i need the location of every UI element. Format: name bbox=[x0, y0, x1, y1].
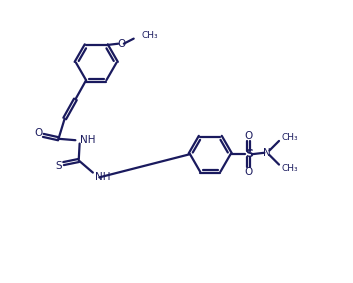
Text: S: S bbox=[245, 149, 253, 159]
Text: S: S bbox=[55, 161, 62, 171]
Text: O: O bbox=[34, 128, 42, 138]
Text: CH₃: CH₃ bbox=[281, 133, 298, 142]
Text: NH: NH bbox=[95, 172, 111, 182]
Text: O: O bbox=[245, 131, 253, 141]
Text: NH: NH bbox=[80, 135, 95, 145]
Text: O: O bbox=[245, 168, 253, 177]
Text: CH₃: CH₃ bbox=[281, 164, 298, 173]
Text: CH₃: CH₃ bbox=[141, 31, 158, 40]
Text: N: N bbox=[263, 148, 271, 158]
Text: O: O bbox=[117, 39, 125, 49]
